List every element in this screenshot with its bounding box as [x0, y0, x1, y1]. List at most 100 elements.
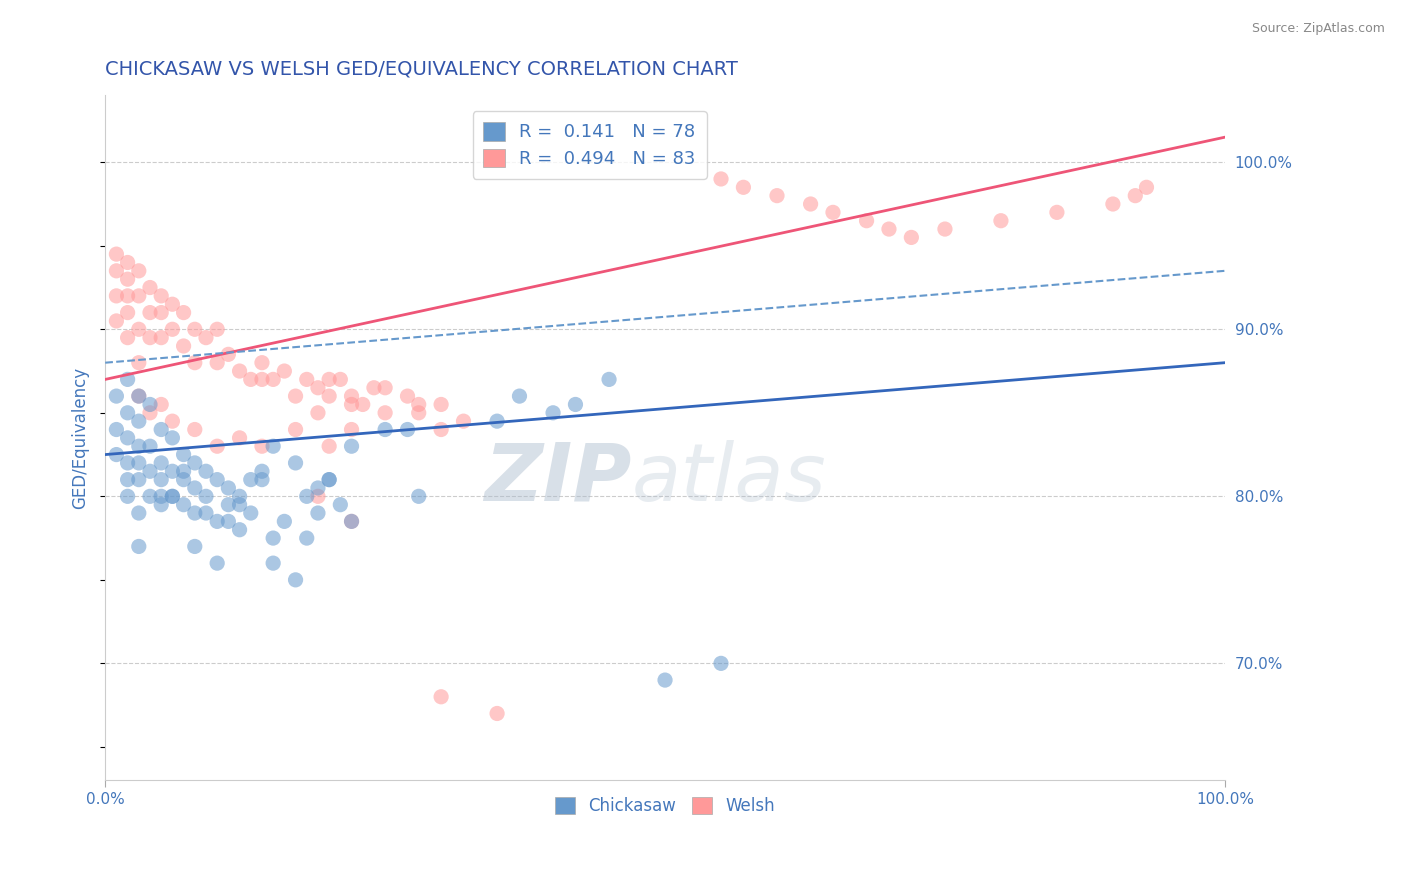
Point [150, 423, 173, 437]
Point [117, 372, 139, 386]
Point [117, 289, 139, 303]
Point [128, 456, 150, 470]
Point [139, 305, 162, 319]
Point [139, 439, 162, 453]
Point [318, 439, 340, 453]
Point [295, 372, 318, 386]
Point [117, 305, 139, 319]
Point [430, 423, 453, 437]
Point [486, 706, 509, 721]
Point [396, 423, 419, 437]
Point [205, 322, 228, 336]
Point [128, 289, 150, 303]
Point [139, 331, 162, 345]
Point [105, 389, 128, 403]
Point [117, 331, 139, 345]
Point [128, 439, 150, 453]
Point [766, 188, 789, 202]
Point [205, 556, 228, 570]
Point [150, 489, 173, 503]
Point [117, 489, 139, 503]
Point [262, 439, 284, 453]
Point [239, 473, 262, 487]
Point [250, 356, 273, 370]
Point [1102, 197, 1125, 211]
Point [184, 322, 207, 336]
Point [205, 515, 228, 529]
Point [105, 289, 128, 303]
Point [173, 339, 195, 353]
Point [173, 498, 195, 512]
Point [318, 372, 340, 386]
Point [217, 481, 239, 495]
Point [228, 431, 250, 445]
Point [195, 489, 218, 503]
Legend: Chickasaw, Welsh: Chickasaw, Welsh [547, 789, 783, 823]
Point [162, 489, 184, 503]
Point [217, 347, 239, 361]
Point [173, 305, 195, 319]
Point [654, 673, 676, 687]
Point [239, 506, 262, 520]
Point [150, 331, 173, 345]
Point [128, 473, 150, 487]
Point [150, 498, 173, 512]
Point [352, 397, 374, 411]
Point [117, 255, 139, 269]
Point [128, 389, 150, 403]
Point [250, 464, 273, 478]
Point [396, 389, 419, 403]
Point [340, 389, 363, 403]
Point [408, 406, 430, 420]
Point [139, 406, 162, 420]
Point [318, 473, 340, 487]
Point [284, 423, 307, 437]
Point [128, 356, 150, 370]
Point [408, 489, 430, 503]
Point [250, 439, 273, 453]
Text: ZIP: ZIP [484, 440, 631, 518]
Point [374, 381, 396, 395]
Point [239, 372, 262, 386]
Point [284, 389, 307, 403]
Point [329, 498, 352, 512]
Point [990, 213, 1012, 227]
Point [307, 489, 329, 503]
Point [1135, 180, 1157, 194]
Point [128, 264, 150, 278]
Point [486, 414, 509, 428]
Point [318, 389, 340, 403]
Point [408, 397, 430, 411]
Point [900, 230, 922, 244]
Point [117, 431, 139, 445]
Point [150, 473, 173, 487]
Text: Source: ZipAtlas.com: Source: ZipAtlas.com [1251, 22, 1385, 36]
Point [374, 423, 396, 437]
Point [117, 456, 139, 470]
Point [307, 406, 329, 420]
Point [105, 264, 128, 278]
Point [217, 498, 239, 512]
Point [117, 473, 139, 487]
Point [295, 531, 318, 545]
Point [821, 205, 844, 219]
Point [184, 356, 207, 370]
Point [733, 180, 755, 194]
Point [262, 372, 284, 386]
Point [340, 397, 363, 411]
Point [150, 456, 173, 470]
Point [184, 456, 207, 470]
Point [205, 439, 228, 453]
Point [877, 222, 900, 236]
Point [139, 464, 162, 478]
Text: CHICKASAW VS WELSH GED/EQUIVALENCY CORRELATION CHART: CHICKASAW VS WELSH GED/EQUIVALENCY CORRE… [105, 60, 738, 78]
Point [228, 523, 250, 537]
Point [217, 515, 239, 529]
Point [228, 498, 250, 512]
Point [307, 481, 329, 495]
Point [250, 473, 273, 487]
Point [117, 406, 139, 420]
Point [173, 448, 195, 462]
Point [162, 414, 184, 428]
Point [173, 464, 195, 478]
